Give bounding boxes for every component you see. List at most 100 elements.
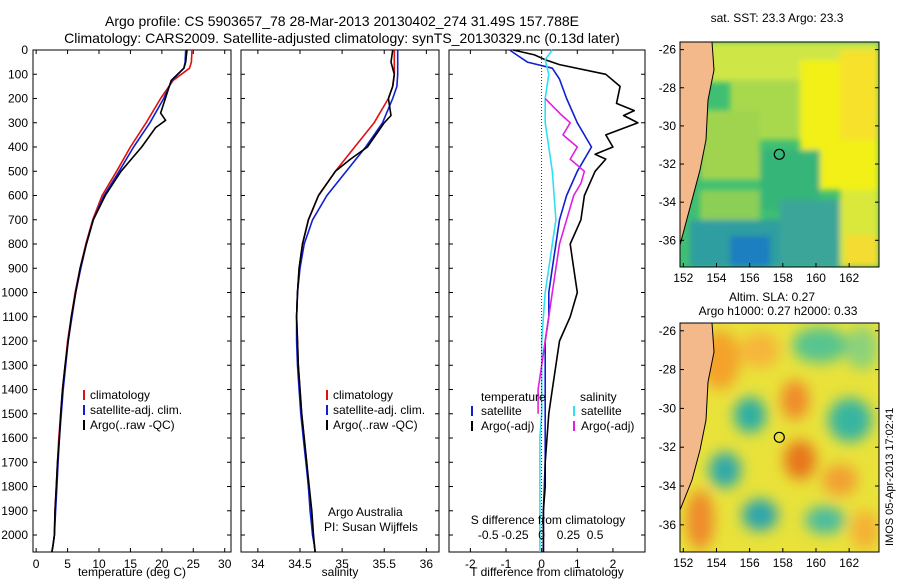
map-y-tick-label: -28 [659, 81, 677, 95]
map-x-tick-label: 156 [740, 556, 760, 570]
depth-tick-label: 500 [8, 164, 28, 178]
map-x-tick-label: 160 [806, 271, 826, 285]
secondary-tick-label: -0.25 [501, 528, 529, 542]
x-tick-label: -1 [501, 557, 512, 571]
map-y-tick-label: -30 [659, 401, 677, 415]
salinity-panel: 34 34.5 35 35.5 36 climatologysatellite-adj. … [241, 49, 439, 571]
legend-label: Argo(..raw -QC) [333, 418, 418, 432]
sla-map-frame [679, 322, 880, 553]
pi-label: PI: Susan Wijffels [324, 520, 418, 534]
depth-tick-label: 400 [8, 140, 28, 154]
map-y-tick-label: -30 [659, 119, 677, 133]
map-x-tick-label: 152 [673, 556, 693, 570]
temperature-xlabel: temperature (deg C) [78, 565, 186, 579]
x-tick-label: 36 [420, 557, 434, 571]
map-x-tick-label: 160 [806, 556, 826, 570]
map-y-tick-label: -32 [659, 440, 677, 454]
x-tick-label: 0 [538, 557, 545, 571]
map-y-tick-label: -32 [659, 157, 677, 171]
argo-australia-label: Argo Australia [328, 505, 403, 519]
map-y-tick-label: -28 [659, 363, 677, 377]
x-tick-label: 2 [610, 557, 617, 571]
difference-panel: -2 -1 0 1 2-0.5 -0.25 0 0.25 0.5temperaturesatel… [449, 49, 645, 571]
series-line [509, 49, 593, 552]
sla-map-title: Altim. SLA: 0.27 [729, 290, 815, 304]
series-line [51, 49, 193, 553]
map-x-tick-label: 162 [839, 556, 859, 570]
sla-map-land [680, 323, 715, 511]
legend-label: climatology [333, 388, 393, 402]
series-line [51, 49, 187, 553]
depth-tick-label: 600 [8, 189, 28, 203]
difference-top-xlabel: S difference from climatology [471, 513, 626, 527]
secondary-tick-label: 0.5 [587, 528, 604, 542]
depth-tick-label: 1300 [1, 358, 28, 372]
depth-tick-label: 100 [8, 67, 28, 81]
legend-label: climatology [90, 388, 150, 402]
argo-position-circle [773, 431, 785, 443]
x-tick-label: 25 [187, 557, 201, 571]
map-y-tick-label: -34 [659, 479, 677, 493]
x-tick-label: 5 [64, 557, 71, 571]
sla-map-field [680, 323, 879, 552]
sla-map-title-2: Argo h1000: 0.27 h2000: 0.33 [699, 304, 858, 318]
sst-map-frame [679, 41, 880, 268]
depth-tick-label: 1500 [1, 407, 28, 421]
secondary-tick-label: 0.25 [557, 528, 581, 542]
secondary-tick-label: -0.5 [478, 528, 499, 542]
depth-tick-label: 1100 [2, 310, 28, 324]
depth-tick-label: 1800 [1, 480, 28, 494]
depth-tick-label: 0 [21, 43, 28, 57]
depth-tick-label: 1200 [1, 334, 28, 348]
temperature-axes [32, 49, 232, 553]
map-x-tick-label: 162 [839, 271, 859, 285]
sla-map-axes: 152 154 156 158 160 162 -26 -28 -30 -32 -34 -36 [659, 324, 879, 570]
depth-tick-label: 2000 [1, 528, 28, 542]
depth-tick-label: 1900 [1, 504, 28, 518]
depth-tick-label: 900 [8, 261, 28, 275]
imos-stamp: IMOS 05-Apr-2013 17:02:41 [884, 408, 896, 546]
legend-label: Argo(..raw -QC) [90, 418, 175, 432]
x-tick-label: 15 [124, 557, 138, 571]
sst-argo-marker [773, 148, 785, 160]
title-line-2: Climatology: CARS2009. Satellite-adjuste… [64, 30, 620, 46]
depth-tick-label: 1600 [1, 431, 28, 445]
map-x-tick-label: 156 [740, 271, 760, 285]
legend-label: Argo(-adj) [581, 419, 634, 433]
series-line [51, 49, 188, 553]
legend-label: satellite-adj. clim. [90, 403, 182, 417]
series-line [295, 49, 396, 553]
series-line [295, 50, 396, 553]
map-y-tick-label: -36 [659, 233, 677, 247]
depth-tick-label: 300 [8, 116, 28, 130]
map-y-tick-label: -26 [659, 324, 677, 338]
map-x-tick-label: 158 [773, 556, 793, 570]
legend-title: temperature [481, 390, 546, 404]
salinity-axes [240, 49, 440, 553]
x-tick-label: 30 [218, 557, 232, 571]
sst-map-land [680, 42, 715, 246]
legend-label: satellite [481, 404, 522, 418]
sst-map-title: sat. SST: 23.3 Argo: 23.3 [711, 11, 844, 25]
legend-label: Argo(-adj) [481, 419, 534, 433]
map-x-tick-label: 152 [673, 271, 693, 285]
map-y-tick-label: -26 [659, 43, 677, 57]
depth-tick-label: 1000 [1, 286, 28, 300]
series-line [539, 49, 557, 552]
map-x-tick-label: 158 [773, 271, 793, 285]
x-tick-label: 35.5 [373, 557, 397, 571]
x-tick-label: 35 [335, 557, 349, 571]
x-tick-label: 1 [574, 557, 581, 571]
x-tick-label: 20 [155, 557, 169, 571]
x-tick-label: 34 [251, 557, 265, 571]
difference-axes [448, 49, 646, 553]
sst-map-axes: 152 154 156 158 160 162 -26 -28 -30 -32 -34 -36 [659, 43, 879, 285]
x-tick-label: 10 [92, 557, 106, 571]
salinity-xlabel: salinity [322, 565, 359, 579]
series-line [512, 49, 639, 552]
secondary-tick-label: 0 [538, 528, 545, 542]
difference-xlabel: T difference from climatology [470, 565, 624, 579]
map-x-tick-label: 154 [706, 556, 726, 570]
